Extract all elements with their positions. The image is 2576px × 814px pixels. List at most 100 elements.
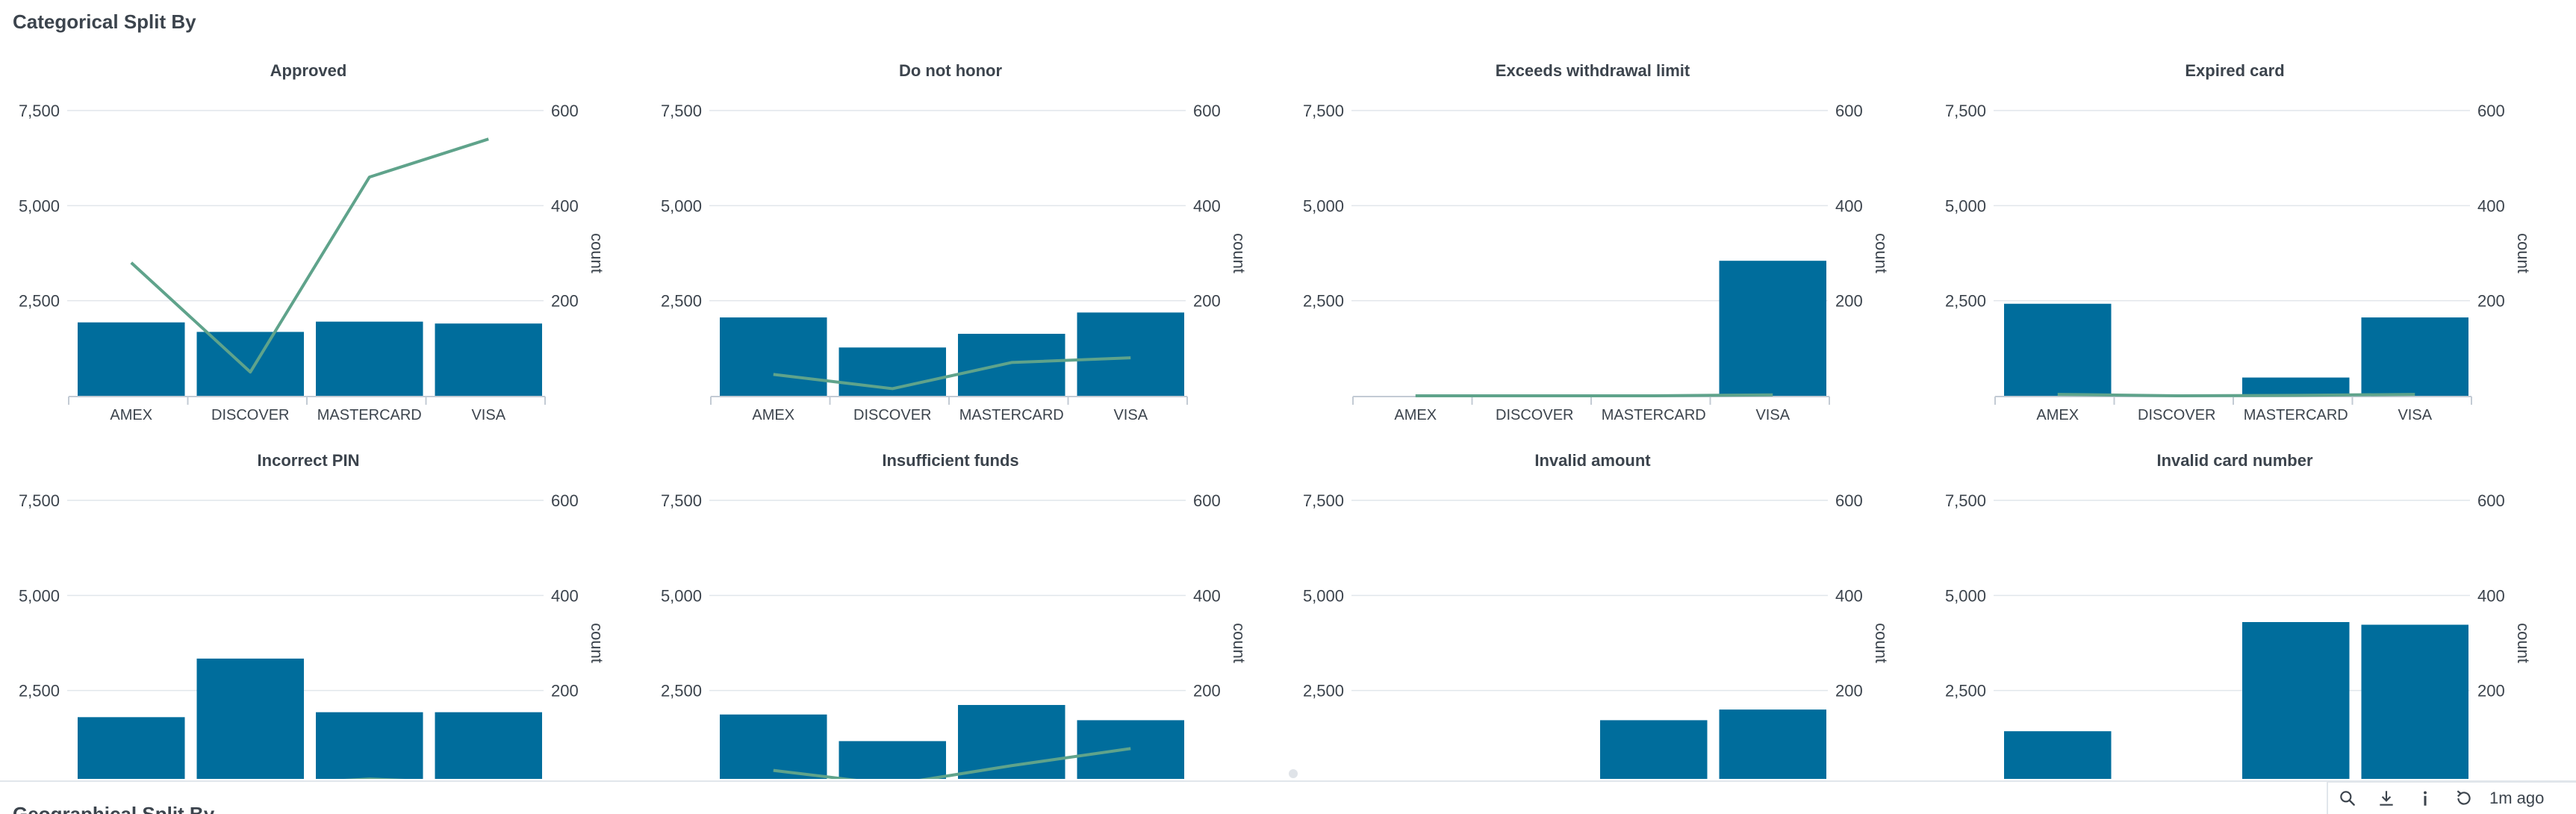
bar-visa[interactable] [2361,317,2469,396]
bar-mastercard[interactable] [958,333,1065,396]
bar-mastercard[interactable] [958,705,1065,779]
y-tick-label: 5,000 [19,196,60,215]
bar-mastercard[interactable] [1600,720,1708,779]
series-line-count[interactable] [130,137,489,374]
x-tick-label: DISCOVER [211,407,289,423]
bar-amex[interactable] [720,317,827,396]
y2-tick-label: 600 [1193,102,1221,120]
chart-invalid-amount: Invalid amount 2,500 5,000 7,500 200 400 600 co… [1284,442,1926,779]
bar-amex[interactable] [78,322,185,396]
chart-svg: Do not honor 2,500 5,000 7,500 200 400 600 coun… [661,61,1248,423]
refresh-time: 1m ago [2489,789,2545,807]
chart-exceeds-withdrawal-limit: Exceeds withdrawal limit 2,500 5,000 7,500 2… [1284,52,1926,433]
chart-incorrect-pin: Incorrect PIN 2,500 5,000 7,500 200 400 600 cou… [0,442,642,779]
chart-title: Approved [270,61,347,80]
info-button[interactable] [2406,783,2445,813]
bar-discover[interactable] [839,741,947,779]
bar-amex[interactable] [2004,731,2112,779]
y2-tick-label: 400 [1193,586,1221,605]
chart-svg: Invalid card number 2,500 5,000 7,500 200 400… [1945,451,2533,779]
y2-tick-label: 600 [1835,102,1863,120]
chart-svg: Incorrect PIN 2,500 5,000 7,500 200 400 600 cou… [19,451,606,779]
y-tick-label: 2,500 [1945,682,1986,700]
x-tick-label: AMEX [1394,407,1437,423]
x-tick-label: DISCOVER [1496,407,1573,423]
chart-svg: Exceeds withdrawal limit 2,500 5,000 7,500 2… [1303,61,1891,423]
series-line-count[interactable] [2057,393,2415,397]
panel-divider [0,780,2576,782]
chart-approved: Approved 2,500 5,000 7,500 200 400 600 count AME… [0,52,642,433]
y2-tick-label: 400 [2477,586,2505,605]
bar-visa[interactable] [435,323,543,396]
x-tick-label: MASTERCARD [2244,407,2348,423]
y-tick-label: 5,000 [1945,586,1986,605]
y2-tick-label: 600 [1193,491,1221,510]
bar-amex[interactable] [2004,303,2112,396]
y-tick-label: 7,500 [661,102,702,120]
download-button[interactable] [2367,783,2406,813]
chart-title: Do not honor [899,61,1003,80]
x-tick-label: VISA [2398,407,2432,423]
chart-do-not-honor: Do not honor 2,500 5,000 7,500 200 400 600 coun… [642,52,1284,433]
panel-toolbar: 1m ago [2327,781,2576,814]
y2-tick-label: 400 [1835,586,1863,605]
scroll-indicator[interactable] [1289,769,1298,778]
chart-title: Insufficient funds [882,451,1018,470]
search-icon [2340,791,2355,806]
refresh-button[interactable] [2445,783,2483,813]
bar-amex[interactable] [720,714,827,779]
y2-tick-label: 400 [551,586,579,605]
y-tick-label: 7,500 [1303,491,1344,510]
y2-axis-label: count [588,233,606,273]
y-tick-label: 2,500 [1945,292,1986,311]
chart-title: Expired card [2185,61,2284,80]
download-icon [2380,791,2393,806]
y2-tick-label: 200 [1193,682,1221,700]
chart-svg: Insufficient funds 2,500 5,000 7,500 200 400 6… [661,451,1248,779]
y-tick-label: 7,500 [19,491,60,510]
y-tick-label: 2,500 [661,292,702,311]
y-tick-label: 7,500 [1945,102,1986,120]
bar-visa[interactable] [2361,624,2469,779]
bar-visa[interactable] [1077,312,1185,396]
y-tick-label: 5,000 [661,196,702,215]
y-tick-label: 2,500 [661,682,702,700]
y-tick-label: 7,500 [661,491,702,510]
bar-mastercard[interactable] [316,712,423,779]
y2-tick-label: 200 [1835,682,1863,700]
bar-mastercard[interactable] [2242,377,2350,396]
y2-axis-label: count [2514,623,2533,663]
y2-tick-label: 600 [2477,102,2505,120]
y-tick-label: 7,500 [1303,102,1344,120]
x-tick-label: MASTERCARD [959,407,1064,423]
y-tick-label: 2,500 [1303,292,1344,311]
bar-mastercard[interactable] [2242,621,2350,779]
y2-tick-label: 200 [1193,292,1221,311]
x-tick-label: VISA [471,407,505,423]
y2-tick-label: 600 [551,491,579,510]
bar-discover[interactable] [196,658,305,779]
chart-invalid-card-number: Invalid card number 2,500 5,000 7,500 200 400… [1926,442,2569,779]
x-tick-label: VISA [1755,407,1790,423]
x-tick-label: DISCOVER [2138,407,2215,423]
y2-tick-label: 200 [551,292,579,311]
y2-tick-label: 400 [2477,196,2505,215]
bar-visa[interactable] [1719,709,1827,779]
bar-amex[interactable] [78,717,185,779]
y2-tick-label: 600 [551,102,579,120]
search-button[interactable] [2328,783,2367,813]
bar-visa[interactable] [1719,261,1827,396]
bar-mastercard[interactable] [316,321,423,396]
bar-visa[interactable] [435,712,543,779]
y2-tick-label: 400 [551,196,579,215]
chart-insufficient-funds: Insufficient funds 2,500 5,000 7,500 200 400 6… [642,442,1284,779]
series-line-count[interactable] [773,747,1131,779]
bar-discover[interactable] [196,332,305,396]
y2-axis-label: count [1872,233,1891,273]
y-tick-label: 2,500 [19,682,60,700]
x-tick-label: AMEX [2036,407,2079,423]
y-tick-label: 5,000 [1303,586,1344,605]
chart-title: Invalid card number [2156,451,2312,470]
series-line-count[interactable] [773,356,1131,391]
series-line-count[interactable] [1415,393,1773,397]
